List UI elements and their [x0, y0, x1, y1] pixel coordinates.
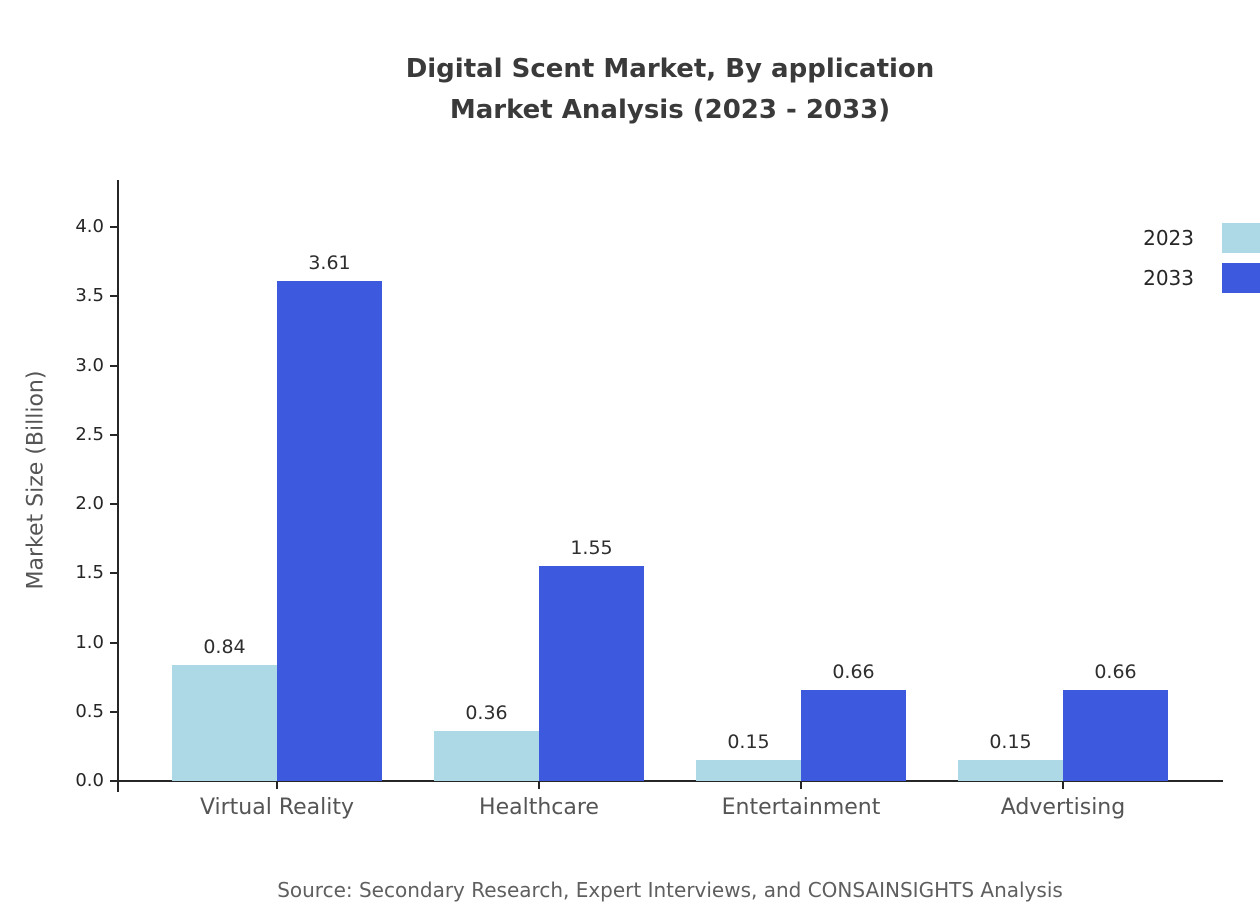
bar-2033-entertainment [801, 689, 906, 781]
source-note: Source: Secondary Research, Expert Inter… [277, 878, 1063, 902]
x-category-label: Virtual Reality [199, 795, 355, 820]
bar-2023-entertainment [696, 760, 801, 781]
y-tick-label: 2.5 [75, 423, 104, 445]
y-tick-label: 3.5 [75, 285, 104, 307]
y-axis-title: Market Size (Billion) [23, 370, 49, 590]
y-tick-mark [110, 710, 117, 713]
legend-row: 2023 [1143, 218, 1260, 258]
bar-value-label: 0.15 [989, 731, 1032, 754]
bar-2033-healthcare [539, 566, 644, 781]
x-category-label: Healthcare [479, 795, 599, 820]
legend-label: 2033 [1143, 266, 1194, 290]
y-tick-mark [110, 433, 117, 436]
x-axis-line [117, 780, 1223, 782]
bar-value-label: 0.84 [203, 635, 246, 658]
y-tick-label: 2.0 [75, 493, 104, 515]
bar-2023-virtual-reality [172, 664, 277, 781]
bar-2033-advertising [1063, 689, 1168, 781]
x-tick-mark [800, 782, 802, 789]
y-tick-mark [110, 295, 117, 298]
y-tick-label: 0.0 [75, 770, 104, 791]
chart-title-block: Digital Scent Market, By application Mar… [80, 49, 1260, 131]
y-axis-line [117, 180, 119, 792]
bar-value-label: 3.61 [308, 252, 351, 275]
legend-swatch [1222, 263, 1260, 293]
y-tick-mark [110, 364, 117, 367]
x-tick-mark [1062, 782, 1064, 789]
x-category-label: Advertising [1000, 795, 1126, 820]
x-tick-mark [538, 782, 540, 789]
y-tick-mark [110, 226, 117, 229]
y-tick-label: 0.5 [75, 700, 104, 722]
chart-subtitle: Market Analysis (2023 - 2033) [449, 95, 891, 125]
y-tick-label: 3.0 [75, 354, 104, 376]
legend: 2023 2033 [1143, 218, 1260, 298]
bar-value-label: 1.55 [570, 537, 613, 560]
y-tick-mark [110, 503, 117, 506]
bar-value-label: 0.66 [832, 660, 875, 683]
bar-value-label: 0.66 [1094, 660, 1137, 683]
bar-2023-advertising [958, 760, 1063, 781]
y-tick-label: 4.0 [75, 216, 104, 238]
legend-label: 2023 [1143, 226, 1194, 250]
x-tick-mark [276, 782, 278, 789]
bar-value-label: 0.36 [465, 702, 508, 725]
x-category-label: Entertainment [721, 795, 881, 820]
y-tick-mark [110, 572, 117, 575]
legend-swatch [1222, 223, 1260, 253]
y-tick-label: 1.0 [75, 631, 104, 653]
y-tick-label: 1.5 [75, 562, 104, 584]
bar-2033-virtual-reality [277, 281, 382, 781]
legend-row: 2033 [1143, 258, 1260, 298]
y-tick-mark [110, 780, 117, 782]
bar-2023-healthcare [434, 731, 539, 781]
bar-value-label: 0.15 [727, 731, 770, 754]
chart-title: Digital Scent Market, By application [405, 54, 935, 84]
y-tick-mark [110, 641, 117, 644]
